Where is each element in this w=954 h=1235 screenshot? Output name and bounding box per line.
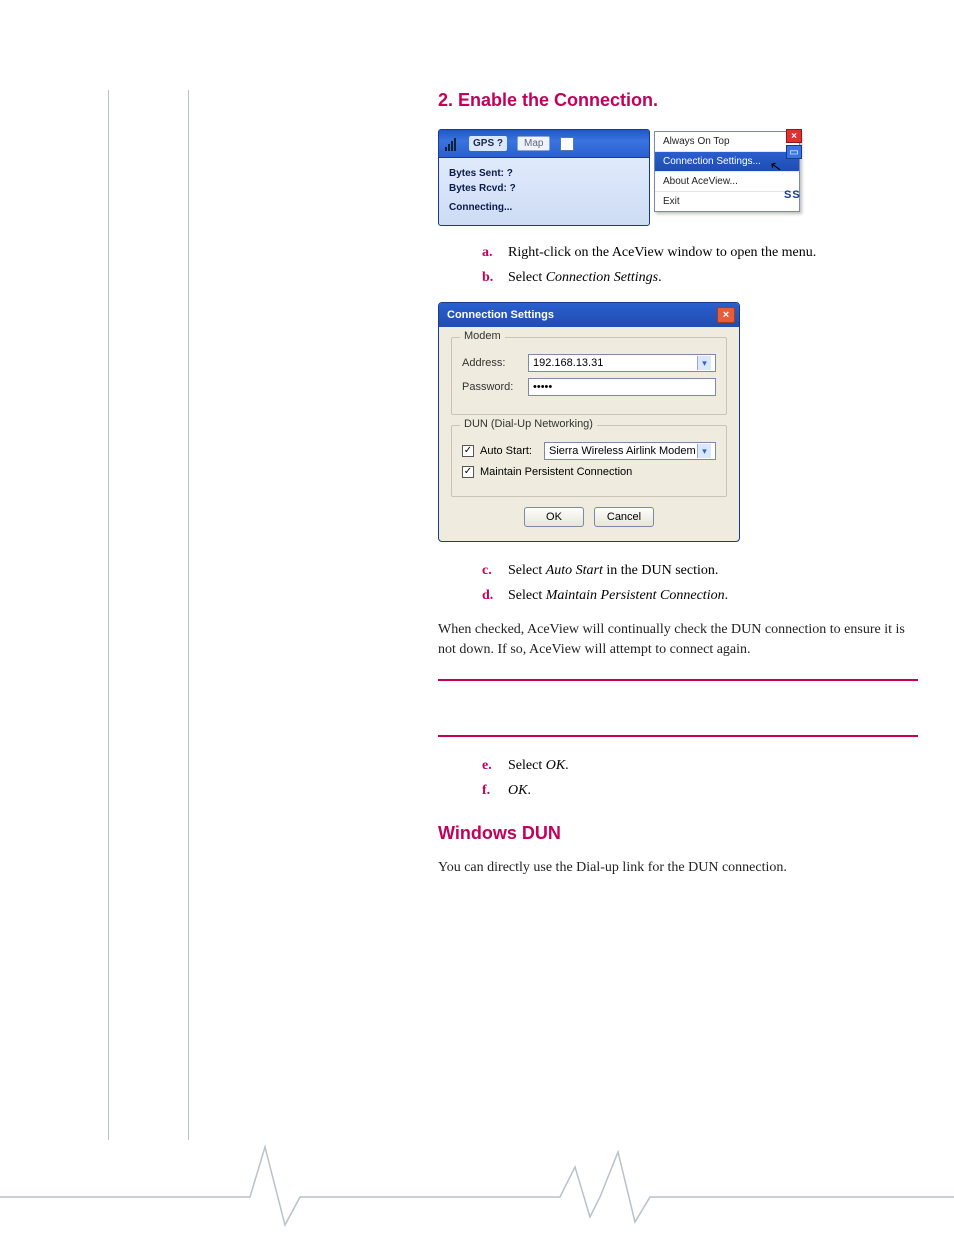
connection-settings-dialog: Connection Settings × Modem Address: 192… <box>438 302 740 542</box>
bytes-rcvd: Bytes Rcvd: ? <box>449 181 639 196</box>
step-marker: c. <box>482 560 508 581</box>
modem-fieldset: Modem Address: 192.168.13.31 ▾ Password:… <box>451 337 727 415</box>
aceview-panel: GPS ? Map Bytes Sent: ? Bytes Rcvd: ? Co… <box>438 129 650 226</box>
aceview-checkbox[interactable] <box>560 137 574 151</box>
step-marker: e. <box>482 755 508 776</box>
dialog-buttons: OK Cancel <box>451 507 727 527</box>
step-text: Select Auto Start in the DUN section. <box>508 560 918 581</box>
close-icon[interactable]: × <box>786 129 802 143</box>
dun-legend: DUN (Dial-Up Networking) <box>460 418 597 430</box>
heading-enable-connection: 2. Enable the Connection. <box>438 90 918 111</box>
auto-start-label: Auto Start: <box>480 445 532 457</box>
ss-label: SS <box>784 189 801 201</box>
step-marker: a. <box>482 242 508 263</box>
chevron-down-icon[interactable]: ▾ <box>697 356 711 370</box>
connecting-status: Connecting... <box>449 200 639 215</box>
aceview-body: Bytes Sent: ? Bytes Rcvd: ? Connecting..… <box>439 158 649 225</box>
step-b: b. Select Connection Settings. <box>482 267 918 288</box>
address-row: Address: 192.168.13.31 ▾ <box>462 354 716 372</box>
dialog-close-icon[interactable]: × <box>717 307 735 323</box>
bytes-sent: Bytes Sent: ? <box>449 166 639 181</box>
password-value: ••••• <box>533 381 552 393</box>
aceview-topbar: GPS ? Map <box>439 130 649 158</box>
margin-rule-1 <box>108 90 110 1140</box>
step-list-3: e. Select OK. f. OK. <box>482 755 918 801</box>
divider-top <box>438 679 918 681</box>
menu-exit[interactable]: Exit <box>655 192 799 211</box>
step-marker: d. <box>482 585 508 606</box>
dun-modem-combo[interactable]: Sierra Wireless Airlink Modem ▾ <box>544 442 716 460</box>
step-marker: f. <box>482 780 508 801</box>
margin-rule-2 <box>188 90 190 1140</box>
step-list-2: c. Select Auto Start in the DUN section.… <box>482 560 918 606</box>
auto-start-checkbox[interactable]: ✓ <box>462 445 474 457</box>
address-combo[interactable]: 192.168.13.31 ▾ <box>528 354 716 372</box>
heading-windows-dun: Windows DUN <box>438 823 918 844</box>
maintain-row: ✓ Maintain Persistent Connection <box>462 466 716 478</box>
modem-legend: Modem <box>460 330 505 342</box>
dialog-titlebar: Connection Settings × <box>439 303 739 327</box>
step-e: e. Select OK. <box>482 755 918 776</box>
divider-gap <box>438 699 918 717</box>
step-c: c. Select Auto Start in the DUN section. <box>482 560 918 581</box>
chevron-down-icon[interactable]: ▾ <box>697 444 711 458</box>
dun-fieldset: DUN (Dial-Up Networking) ✓ Auto Start: S… <box>451 425 727 497</box>
password-label: Password: <box>462 381 528 393</box>
password-row: Password: ••••• <box>462 378 716 396</box>
windows-dun-paragraph: You can directly use the Dial-up link fo… <box>438 858 918 878</box>
explain-paragraph: When checked, AceView will continually c… <box>438 620 918 661</box>
dun-modem-value: Sierra Wireless Airlink Modem <box>549 445 696 457</box>
map-button[interactable]: Map <box>517 136 550 151</box>
address-label: Address: <box>462 357 528 369</box>
footer-ecg-decoration <box>0 1137 954 1227</box>
minimize-icon[interactable]: ▭ <box>786 145 802 159</box>
window-controls: × ▭ <box>786 129 802 159</box>
dialog-title: Connection Settings <box>447 309 554 321</box>
step-list-1: a. Right-click on the AceView window to … <box>482 242 918 288</box>
step-f: f. OK. <box>482 780 918 801</box>
step-a: a. Right-click on the AceView window to … <box>482 242 918 263</box>
auto-start-row: ✓ Auto Start: Sierra Wireless Airlink Mo… <box>462 442 716 460</box>
signal-icon <box>445 137 459 151</box>
step-text: OK. <box>508 780 918 801</box>
maintain-label: Maintain Persistent Connection <box>480 466 632 478</box>
password-input[interactable]: ••••• <box>528 378 716 396</box>
cancel-button[interactable]: Cancel <box>594 507 654 527</box>
ok-button[interactable]: OK <box>524 507 584 527</box>
step-text: Select Maintain Persistent Connection. <box>508 585 918 606</box>
address-value: 192.168.13.31 <box>533 357 603 369</box>
dialog-body: Modem Address: 192.168.13.31 ▾ Password:… <box>439 327 739 541</box>
gps-label: GPS ? <box>469 136 507 151</box>
step-text: Right-click on the AceView window to ope… <box>508 242 918 263</box>
maintain-checkbox[interactable]: ✓ <box>462 466 474 478</box>
step-marker: b. <box>482 267 508 288</box>
main-content: 2. Enable the Connection. GPS ? Map Byte… <box>438 90 918 878</box>
aceview-screenshot: GPS ? Map Bytes Sent: ? Bytes Rcvd: ? Co… <box>438 129 804 226</box>
step-d: d. Select Maintain Persistent Connection… <box>482 585 918 606</box>
divider-bottom <box>438 735 918 737</box>
step-text: Select Connection Settings. <box>508 267 918 288</box>
step-text: Select OK. <box>508 755 918 776</box>
menu-always-on-top[interactable]: Always On Top <box>655 132 799 152</box>
